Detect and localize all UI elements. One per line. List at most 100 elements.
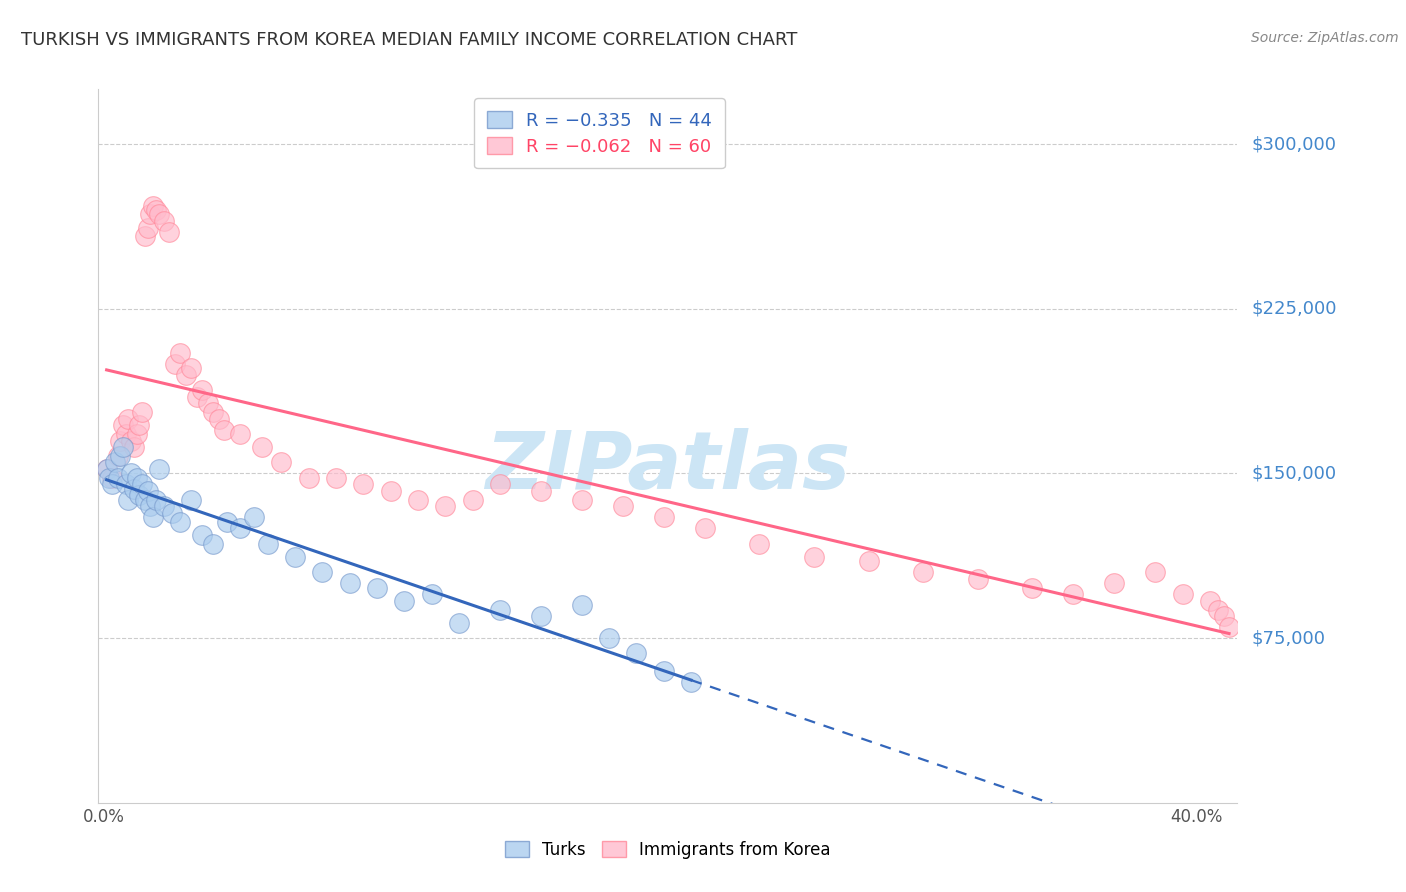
Legend: Turks, Immigrants from Korea: Turks, Immigrants from Korea	[499, 835, 837, 866]
Point	[325, 471, 347, 485]
Point	[104, 455, 127, 469]
Point	[128, 418, 150, 433]
Point	[420, 587, 443, 601]
Point	[612, 500, 634, 514]
Point	[626, 647, 648, 661]
Point	[434, 500, 457, 514]
Point	[169, 345, 191, 359]
Point	[122, 482, 145, 496]
Point	[748, 537, 770, 551]
Point	[530, 483, 553, 498]
Point	[120, 434, 142, 448]
Point	[169, 515, 191, 529]
Point	[148, 207, 170, 221]
Point	[160, 506, 183, 520]
Point	[145, 492, 167, 507]
Point	[858, 554, 880, 568]
Point	[693, 521, 716, 535]
Text: $225,000: $225,000	[1251, 300, 1337, 318]
Point	[111, 418, 134, 433]
Point	[489, 477, 512, 491]
Point	[461, 492, 484, 507]
Point	[163, 357, 186, 371]
Point	[101, 477, 124, 491]
Point	[142, 510, 165, 524]
Point	[174, 368, 197, 382]
Point	[125, 426, 148, 441]
Point	[180, 492, 202, 507]
Point	[912, 566, 935, 580]
Point	[1144, 566, 1167, 580]
Point	[186, 390, 208, 404]
Text: $150,000: $150,000	[1251, 465, 1336, 483]
Point	[1218, 620, 1240, 634]
Point	[256, 537, 278, 551]
Point	[270, 455, 292, 469]
Point	[98, 471, 121, 485]
Point	[134, 492, 156, 507]
Point	[96, 462, 118, 476]
Text: TURKISH VS IMMIGRANTS FROM KOREA MEDIAN FAMILY INCOME CORRELATION CHART: TURKISH VS IMMIGRANTS FROM KOREA MEDIAN …	[21, 31, 797, 49]
Point	[110, 449, 132, 463]
Point	[380, 483, 402, 498]
Point	[598, 631, 620, 645]
Point	[339, 576, 361, 591]
Point	[197, 396, 219, 410]
Point	[110, 434, 132, 448]
Point	[202, 405, 225, 419]
Point	[447, 615, 470, 630]
Point	[1062, 587, 1084, 601]
Point	[530, 609, 553, 624]
Point	[1212, 609, 1234, 624]
Point	[966, 572, 988, 586]
Point	[120, 467, 142, 481]
Point	[229, 426, 252, 441]
Point	[159, 225, 181, 239]
Point	[652, 664, 675, 678]
Point	[136, 220, 159, 235]
Point	[136, 483, 159, 498]
Point	[352, 477, 374, 491]
Point	[298, 471, 321, 485]
Point	[153, 500, 176, 514]
Text: Source: ZipAtlas.com: Source: ZipAtlas.com	[1251, 31, 1399, 45]
Point	[139, 500, 162, 514]
Point	[122, 440, 145, 454]
Point	[489, 602, 512, 616]
Point	[207, 411, 229, 425]
Point	[131, 477, 153, 491]
Point	[180, 361, 202, 376]
Point	[142, 198, 165, 212]
Point	[107, 449, 129, 463]
Point	[229, 521, 252, 535]
Text: ZIPatlas: ZIPatlas	[485, 428, 851, 507]
Point	[114, 426, 136, 441]
Point	[107, 471, 129, 485]
Point	[1171, 587, 1194, 601]
Point	[243, 510, 266, 524]
Point	[366, 581, 388, 595]
Point	[212, 423, 235, 437]
Point	[111, 440, 134, 454]
Point	[101, 471, 124, 485]
Point	[131, 405, 153, 419]
Point	[114, 477, 136, 491]
Point	[1104, 576, 1126, 591]
Point	[394, 594, 416, 608]
Text: $75,000: $75,000	[1251, 629, 1326, 647]
Point	[134, 229, 156, 244]
Point	[145, 202, 167, 217]
Point	[652, 510, 675, 524]
Text: $300,000: $300,000	[1251, 135, 1336, 153]
Point	[803, 549, 825, 564]
Point	[252, 440, 274, 454]
Point	[202, 537, 225, 551]
Point	[96, 462, 118, 476]
Point	[1206, 602, 1229, 616]
Point	[1021, 581, 1043, 595]
Point	[681, 675, 703, 690]
Point	[191, 383, 214, 397]
Point	[125, 471, 148, 485]
Point	[153, 214, 176, 228]
Point	[571, 492, 593, 507]
